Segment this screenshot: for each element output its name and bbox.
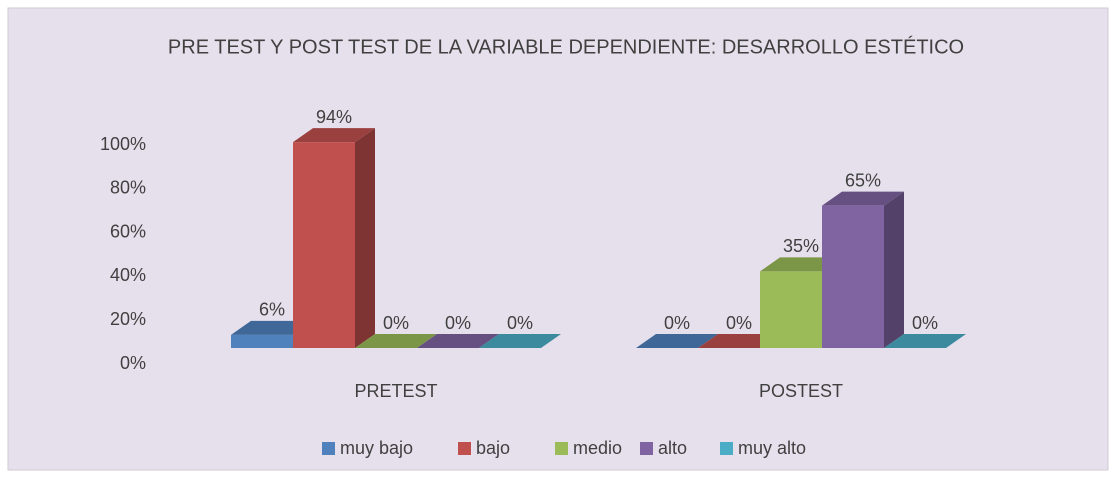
y-tick-label: 80% xyxy=(110,178,146,198)
legend-swatch xyxy=(720,442,733,455)
data-label: 65% xyxy=(845,170,881,190)
legend-label: medio xyxy=(573,438,622,458)
bar-top xyxy=(417,334,499,348)
bar xyxy=(231,334,293,348)
data-label: 0% xyxy=(726,313,752,333)
bar xyxy=(760,271,822,348)
bar-top xyxy=(231,320,313,335)
bar-top xyxy=(479,334,561,348)
x-tick-label: PRETEST xyxy=(354,381,437,401)
data-label: 0% xyxy=(912,313,938,333)
bar-side xyxy=(884,191,904,348)
data-label: 0% xyxy=(383,313,409,333)
bar-side xyxy=(355,128,375,348)
y-tick-label: 100% xyxy=(100,134,146,154)
legend-swatch xyxy=(458,442,471,455)
bar xyxy=(822,205,884,348)
legend-label: muy alto xyxy=(738,438,806,458)
data-label: 6% xyxy=(259,300,285,320)
legend-label: muy bajo xyxy=(340,438,413,458)
y-tick-label: 60% xyxy=(110,221,146,241)
legend-swatch xyxy=(555,442,568,455)
legend-swatch xyxy=(322,442,335,455)
legend-label: alto xyxy=(658,438,687,458)
data-label: 0% xyxy=(507,313,533,333)
y-tick-label: 0% xyxy=(120,353,146,373)
data-label: 35% xyxy=(783,236,819,256)
data-label: 94% xyxy=(316,107,352,127)
bar-top xyxy=(698,334,780,348)
bar-top xyxy=(636,334,718,348)
y-tick-label: 40% xyxy=(110,265,146,285)
bar-top xyxy=(822,191,904,206)
bar-top xyxy=(355,334,437,348)
chart-area xyxy=(7,7,1109,471)
y-tick-label: 20% xyxy=(110,309,146,329)
bar-top xyxy=(884,334,966,348)
data-label: 0% xyxy=(445,313,471,333)
legend-label: bajo xyxy=(476,438,510,458)
data-label: 0% xyxy=(664,313,690,333)
chart-title: PRE TEST Y POST TEST DE LA VARIABLE DEPE… xyxy=(168,35,964,58)
bar-top xyxy=(293,128,375,143)
x-tick-label: POSTEST xyxy=(759,381,843,401)
bar-top xyxy=(760,257,842,272)
bar xyxy=(293,142,355,348)
legend-swatch xyxy=(640,442,653,455)
